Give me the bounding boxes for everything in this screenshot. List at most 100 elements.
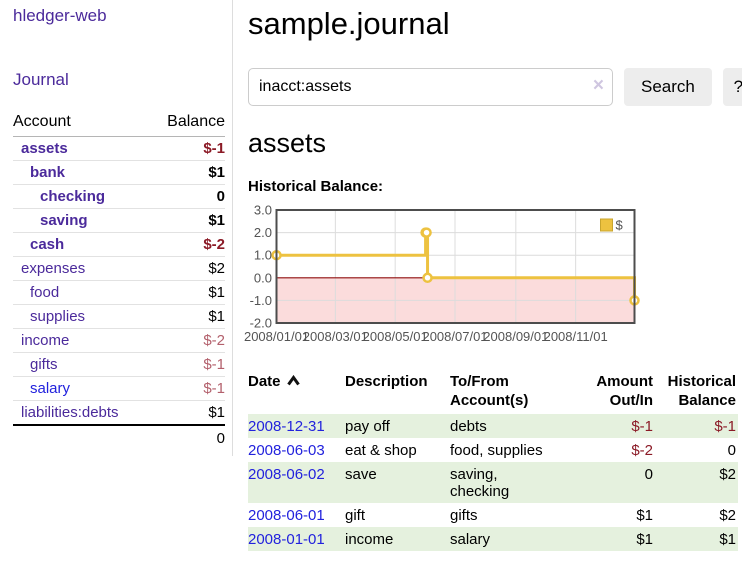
register-cell-date: 2008-12-31: [248, 414, 345, 438]
register-cell-amount: $1: [636, 507, 653, 524]
y-axis-tick-label: 2.0: [254, 225, 272, 240]
account-link[interactable]: saving: [40, 212, 88, 229]
register-cell-description: eat & shop: [345, 442, 417, 459]
account-row: cash $-2: [13, 232, 225, 257]
register-cell-amount: $-2: [631, 442, 653, 459]
accounts-header-balance: Balance: [149, 111, 225, 137]
transaction-date-link[interactable]: 2008-12-31: [248, 418, 325, 435]
accounts-total-spacer: [13, 424, 150, 450]
register-cell-tofrom: salary: [450, 531, 491, 548]
y-axis-tick-label: 0.0: [254, 270, 272, 285]
transaction-date-link[interactable]: 2008-01-01: [248, 531, 325, 548]
y-axis-tick-label: -2.0: [250, 316, 272, 331]
transaction-date-link[interactable]: 2008-06-03: [248, 442, 325, 459]
search-input[interactable]: [248, 68, 613, 106]
account-balance: $-2: [149, 232, 225, 257]
register-cell-description: gift: [345, 507, 366, 524]
account-row: assets $-1: [13, 136, 225, 161]
account-row: liabilities:debts $1: [13, 400, 225, 426]
register-cell-balance: 0: [727, 442, 736, 459]
account-link[interactable]: supplies: [30, 308, 86, 325]
accounts-table: Account Balance assets $-1 bank $1 checking 0…: [13, 111, 225, 450]
account-heading: assets: [248, 128, 327, 158]
account-row: checking 0: [13, 184, 225, 209]
search-button[interactable]: Search: [624, 68, 712, 106]
account-row: food $1: [13, 280, 225, 305]
register-row: 2008-12-31 pay off debts $-1 $-1: [248, 414, 738, 438]
account-balance: $-2: [149, 328, 225, 353]
account-balance: $-1: [149, 376, 225, 401]
register-cell-tofrom: gifts: [450, 507, 478, 524]
account-link[interactable]: cash: [30, 236, 65, 253]
app-title-link[interactable]: hledger-web: [13, 6, 107, 25]
register-row: 2008-06-03 eat & shop food, supplies $-2 0: [248, 438, 738, 462]
x-axis-tick-label: 2008/07/01: [422, 329, 487, 344]
register-header-date[interactable]: Date: [248, 372, 345, 414]
plot-border: [275, 209, 636, 324]
register-cell-date: 2008-06-03: [248, 438, 345, 462]
y-axis-tick-label: 1.0: [254, 248, 272, 263]
date-header-label: Date: [248, 373, 281, 390]
x-axis-tick-label: 2008/11/01: [544, 329, 608, 344]
register-header-description: Description: [345, 373, 428, 390]
account-link[interactable]: assets: [21, 140, 68, 157]
chart-title: Historical Balance:: [248, 178, 384, 195]
register-cell-tofrom: debts: [450, 418, 487, 435]
legend-swatch: [600, 218, 613, 232]
clear-search-icon[interactable]: ×: [592, 75, 604, 96]
search-box: ×: [248, 68, 613, 106]
register-cell-balance: $1: [719, 531, 736, 548]
register-header-amount: Amount Out/In: [596, 373, 653, 409]
account-link[interactable]: salary: [30, 380, 71, 397]
sidebar: hledger-web Journal Account Balance asse…: [0, 0, 233, 456]
transaction-date-link[interactable]: 2008-06-02: [248, 466, 325, 483]
account-link[interactable]: expenses: [21, 260, 86, 277]
account-row: supplies $1: [13, 304, 225, 329]
register-cell-amount: $-1: [631, 418, 653, 435]
account-balance: $2: [149, 256, 225, 281]
account-link[interactable]: checking: [40, 188, 106, 205]
x-axis-tick-label: 2008/03/01: [303, 329, 368, 344]
register-table: Date Description To/From Account(s) Amou…: [248, 372, 738, 551]
account-row: expenses $2: [13, 256, 225, 281]
register-header-balance: Historical Balance: [667, 373, 736, 409]
account-balance: $1: [149, 208, 225, 233]
x-axis-tick-label: 2008/09/01: [483, 329, 548, 344]
accounts-total-row: 0: [13, 424, 225, 450]
data-point-marker[interactable]: [421, 227, 432, 238]
register-row: 2008-01-01 income salary $1 $1: [248, 527, 738, 551]
accounts-total-value: 0: [149, 424, 225, 450]
help-button[interactable]: ?: [722, 68, 742, 106]
account-balance: $1: [149, 400, 225, 426]
search-form: × Search ?: [248, 68, 742, 106]
register-cell-balance: $2: [719, 507, 736, 524]
transaction-date-link[interactable]: 2008-06-01: [248, 507, 325, 524]
account-balance: $-1: [149, 136, 225, 161]
journal-link[interactable]: Journal: [13, 70, 69, 89]
account-balance: $-1: [149, 352, 225, 377]
account-balance: $1: [149, 160, 225, 185]
account-link[interactable]: gifts: [30, 356, 58, 373]
page-title: sample.journal: [248, 6, 450, 41]
accounts-header-account: Account: [13, 111, 150, 137]
y-axis-tick-label: -1.0: [250, 293, 272, 308]
register-cell-amount: 0: [644, 466, 653, 483]
register-cell-balance: $-1: [714, 418, 736, 435]
historical-balance-chart[interactable]: $3.0 2.0 1.0 0.0 -1.0 -2.0 2008/01/01 2008/03/0…: [244, 203, 742, 352]
account-link[interactable]: liabilities:debts: [21, 404, 119, 421]
account-link[interactable]: bank: [30, 164, 66, 181]
register-cell-tofrom: saving, checking: [450, 466, 510, 500]
x-axis-tick-label: 2008/05/01: [363, 329, 428, 344]
account-link[interactable]: food: [30, 284, 60, 301]
data-point-marker[interactable]: [422, 272, 433, 284]
chart-svg[interactable]: $3.0 2.0 1.0 0.0 -1.0 -2.02008/01/012008/03/0…: [244, 203, 640, 348]
account-link[interactable]: income: [21, 332, 70, 349]
register-cell-date: 2008-06-02: [248, 462, 345, 503]
register-cell-description: save: [345, 466, 377, 483]
sidebar-nav: Journal: [13, 70, 225, 90]
account-row: salary $-1: [13, 376, 225, 401]
account-balance: 0: [149, 184, 225, 209]
register-row: 2008-06-01 gift gifts $1 $2: [248, 503, 738, 527]
register-cell-amount: $1: [636, 531, 653, 548]
